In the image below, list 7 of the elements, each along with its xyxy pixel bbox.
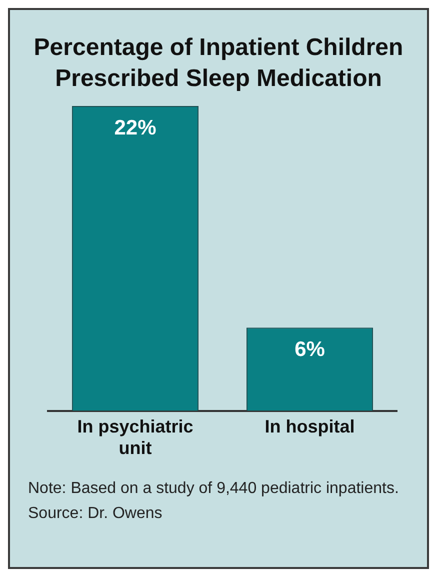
chart-title: Percentage of Inpatient Children Prescribed Sleep Medication <box>32 33 404 94</box>
text: Note: Based on a study of 9,440 pediatric inpatients. <box>28 479 400 499</box>
x-tick-label: In hospital <box>264 416 355 437</box>
source-note: Source: Dr. Owens <box>28 504 164 524</box>
x-tick-label: In psychiatric unit <box>77 416 194 458</box>
data-label: 22% <box>114 116 157 140</box>
data-label: 6% <box>294 338 326 361</box>
